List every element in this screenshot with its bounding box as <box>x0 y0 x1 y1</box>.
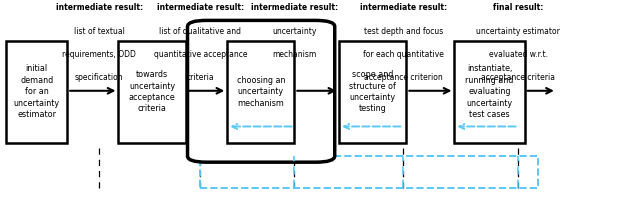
Text: final result:: final result: <box>493 3 543 12</box>
Text: intermediate result:: intermediate result: <box>157 3 244 12</box>
Text: initial
demand
for an
uncertainty
estimator: initial demand for an uncertainty estima… <box>13 64 60 119</box>
Text: instantiate,
running and
evaluating
uncertainty
test cases: instantiate, running and evaluating unce… <box>465 64 514 119</box>
Bar <box>6 41 67 143</box>
Text: acceptance criterion: acceptance criterion <box>364 73 443 82</box>
Text: intermediate result:: intermediate result: <box>251 3 338 12</box>
Text: intermediate result:: intermediate result: <box>56 3 143 12</box>
Text: towards
uncertainty
acceptance
criteria: towards uncertainty acceptance criteria <box>129 70 175 113</box>
Bar <box>454 41 525 143</box>
Bar <box>200 156 538 188</box>
Text: specification: specification <box>75 73 124 82</box>
Text: criteria: criteria <box>186 73 214 82</box>
Text: for each quantitative: for each quantitative <box>363 50 444 59</box>
Text: test depth and focus: test depth and focus <box>364 27 443 35</box>
FancyBboxPatch shape <box>188 20 335 162</box>
Text: scope and
structure of
uncertainty
testing: scope and structure of uncertainty testi… <box>349 70 396 113</box>
Bar <box>339 41 406 143</box>
Text: uncertainty estimator: uncertainty estimator <box>476 27 561 35</box>
Text: uncertainty: uncertainty <box>272 27 317 35</box>
Text: quantitative acceptance: quantitative acceptance <box>154 50 247 59</box>
Text: list of qualitative and: list of qualitative and <box>159 27 241 35</box>
Text: choosing an
uncertainty
mechanism: choosing an uncertainty mechanism <box>237 76 285 108</box>
Text: mechanism: mechanism <box>272 50 317 59</box>
Bar <box>118 41 186 143</box>
Text: acceptance criteria: acceptance criteria <box>481 73 556 82</box>
Text: evaluated w.r.t.: evaluated w.r.t. <box>489 50 548 59</box>
Text: requirements, ODD: requirements, ODD <box>62 50 136 59</box>
Text: intermediate result:: intermediate result: <box>360 3 447 12</box>
Text: list of textual: list of textual <box>74 27 125 35</box>
Bar <box>227 41 294 143</box>
